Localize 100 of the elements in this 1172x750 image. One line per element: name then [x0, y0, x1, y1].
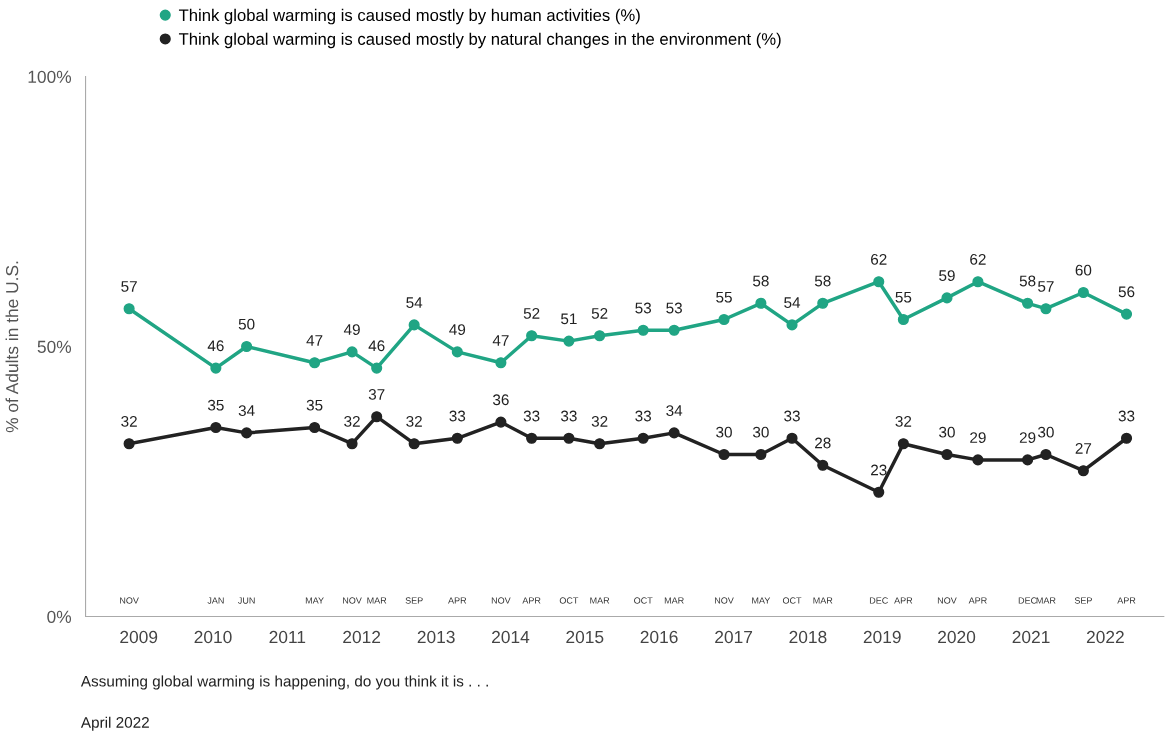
x-tick-label: 2012: [343, 630, 381, 644]
data-label: 33: [523, 410, 540, 422]
data-label: 33: [449, 410, 466, 422]
x-tick-label: 2015: [566, 630, 604, 644]
x2-tick-label: APR: [894, 597, 913, 604]
data-label: 30: [1038, 426, 1054, 438]
data-label: 30: [752, 426, 769, 438]
data-label: 57: [1038, 281, 1054, 292]
x2-tick-label: OCT: [559, 597, 579, 604]
data-label: 59: [939, 270, 955, 281]
x2-tick-label: SEP: [1074, 597, 1092, 604]
point: [309, 421, 321, 434]
point: [371, 362, 383, 374]
x2-tick-label: NOV: [714, 597, 734, 604]
data-label: 33: [784, 410, 800, 422]
data-label: 34: [238, 405, 255, 416]
data-label: 35: [306, 399, 323, 411]
x2-tick-label: MAR: [813, 597, 833, 604]
data-label: 30: [939, 426, 955, 438]
point: [495, 357, 507, 369]
x2-tick-label: MAY: [305, 597, 324, 604]
x2-tick-label: MAR: [590, 597, 610, 604]
point: [594, 438, 606, 450]
point: [1040, 303, 1052, 315]
x-tick-label: 2013: [417, 630, 455, 644]
point: [637, 324, 649, 336]
point: [346, 438, 358, 450]
point: [972, 276, 984, 288]
x-tick-label: 2020: [938, 630, 976, 644]
point: [897, 438, 909, 450]
data-label: 62: [970, 253, 986, 265]
data-label: 35: [207, 399, 224, 411]
x2-tick-label: JAN: [207, 597, 224, 604]
x-tick-label: 2011: [269, 630, 306, 644]
data-label: 54: [784, 297, 801, 308]
data-label: 55: [716, 291, 732, 303]
x2-tick-label: DEC: [869, 597, 888, 604]
data-label: 27: [1075, 442, 1092, 454]
x2-tick-label: NOV: [937, 597, 957, 604]
point: [1077, 286, 1089, 299]
text: Assuming global warming is happening, do you think it is . . .: [80, 675, 488, 690]
point: [1120, 308, 1133, 320]
x-tick-label: 2014: [492, 630, 530, 644]
data-label: 60: [1075, 264, 1092, 276]
text: April 2022: [80, 716, 149, 731]
legend-label: Think global warming is caused mostly by human activities (%): [178, 8, 640, 25]
data-label: 28: [815, 437, 831, 449]
point: [718, 448, 730, 461]
point: [1022, 454, 1034, 466]
point: [1040, 448, 1052, 461]
x2-tick-label: APR: [1117, 597, 1136, 604]
point: [210, 362, 222, 374]
point: [309, 357, 321, 369]
point: [1022, 297, 1034, 309]
x-tick-label: 2022: [1086, 630, 1124, 644]
data-label: 32: [895, 415, 912, 427]
point: [594, 330, 606, 342]
point: [941, 292, 953, 304]
x2-tick-label: NOV: [491, 597, 511, 604]
point: [451, 432, 463, 444]
data-label: 47: [492, 335, 509, 346]
x2-tick-label: APR: [968, 597, 987, 604]
point: [210, 421, 222, 434]
data-label: 32: [406, 415, 422, 427]
data-label: 30: [716, 426, 732, 438]
point: [526, 432, 538, 444]
data-label: 32: [591, 415, 608, 427]
data-label: 53: [666, 302, 682, 314]
point: [817, 459, 829, 471]
point: [241, 340, 253, 353]
point: [526, 330, 538, 342]
data-label: 33: [1118, 410, 1135, 422]
point: [123, 438, 135, 450]
x2-tick-label: MAY: [752, 597, 771, 604]
data-label: 58: [1019, 275, 1036, 287]
point: [408, 438, 420, 450]
point: [786, 432, 798, 444]
point: [755, 297, 767, 309]
x2-tick-label: DEC: [1018, 597, 1037, 604]
point: [241, 427, 253, 439]
data-label: 58: [814, 275, 831, 287]
data-label: 37: [368, 388, 385, 400]
x-tick-label: 2016: [640, 630, 678, 644]
point: [1120, 432, 1133, 444]
point: [637, 432, 649, 444]
data-label: 47: [306, 335, 323, 346]
point: [755, 448, 767, 461]
data-label: 36: [492, 394, 509, 406]
point: [408, 319, 420, 331]
data-label: 50: [238, 318, 255, 330]
y-tick-label: 0%: [47, 610, 72, 623]
point: [941, 448, 953, 461]
point: [873, 486, 885, 498]
data-label: 32: [344, 415, 360, 427]
data-label: 46: [207, 340, 224, 352]
data-label: 57: [121, 281, 137, 292]
data-label: 29: [970, 432, 986, 443]
point: [817, 297, 829, 309]
point: [897, 313, 909, 326]
data-label: 54: [406, 297, 423, 308]
